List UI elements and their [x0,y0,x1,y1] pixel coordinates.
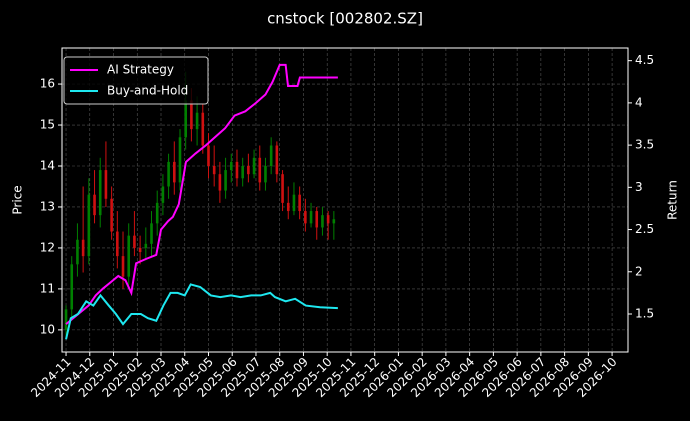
candle-body [269,145,273,166]
candle-body [241,165,244,179]
candle-body [167,161,170,187]
candle-body [235,161,239,179]
y2-tick-label: 2 [635,264,643,278]
candle-body [64,309,68,330]
y2-tick-label: 4.5 [635,53,654,67]
candle-body [172,161,176,183]
candle-body [155,202,159,224]
line-series [65,283,338,340]
plot-frame [61,47,629,353]
candle-body [93,194,96,216]
y2-axis-label: Return [666,180,680,220]
y2-tick-label: 3 [635,180,643,194]
candle-body [332,219,336,224]
candle-body [212,165,216,175]
candle-body [81,239,85,257]
candle-body [304,211,307,224]
candle-body [110,198,113,232]
line-series [65,63,338,325]
candle-body [98,170,102,216]
candle-body [218,174,222,191]
y2-tick-label: 2.5 [635,222,654,236]
candle-body [161,186,165,203]
candle-body [326,215,330,224]
legend: AI Strategy Buy-and-Hold [63,56,209,105]
candle-body [133,235,136,248]
legend-label: Buy-and-Hold [107,84,188,98]
candle-body [247,165,250,175]
candle-body [229,161,233,171]
y-tick-label: 15 [40,118,55,132]
candle-body [224,170,227,191]
candle-body [144,243,148,248]
candle-body [190,100,193,130]
candle-body [76,239,79,265]
candle-body [127,235,131,277]
candle-body [264,165,267,183]
y-tick-label: 10 [40,322,55,336]
candle-body [298,194,301,212]
chart-title: cnstock [002802.SZ] [267,10,423,28]
candle-body [116,231,119,257]
candle-body [275,145,279,175]
candle-body [292,194,296,212]
candle-body [201,112,205,146]
candle-body [195,112,199,130]
y2-tick-label: 4 [635,95,643,109]
y-tick-label: 14 [40,158,55,172]
candle-body [315,211,319,228]
candle-body [184,100,187,138]
legend-box [63,56,209,105]
candle-body [178,137,182,183]
candle-body [321,215,324,228]
candle-body [150,223,153,244]
candle-body [70,264,74,310]
candle-body [281,174,284,203]
candle-body [309,211,313,224]
candle-body [207,145,210,166]
y-tick-label: 13 [40,199,55,213]
y-tick-label: 12 [40,240,55,254]
y-axis-label: Price [11,185,25,214]
candle-body [104,170,108,199]
candle-body [286,202,290,212]
y-tick-label: 11 [40,281,55,295]
y2-tick-label: 1.5 [635,307,654,321]
candle-body [252,157,256,175]
candle-body [258,157,262,183]
y2-tick-label: 3.5 [635,138,654,152]
candle-body [87,194,91,257]
y-tick-label: 16 [40,77,55,91]
legend-label: AI Strategy [107,63,174,77]
candle-body [138,247,142,253]
candle-body [121,256,125,277]
